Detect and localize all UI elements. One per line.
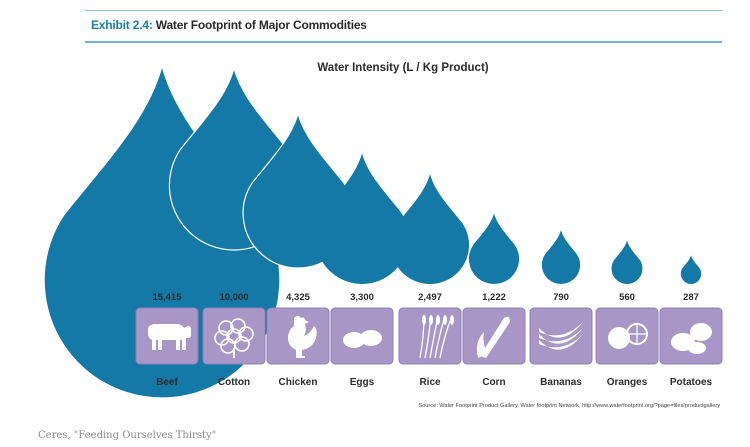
exhibit-title-bar: Exhibit 2.4: Water Footprint of Major Co…	[85, 10, 722, 43]
tile-potatoes	[659, 307, 723, 365]
corn-cob-icon	[476, 316, 510, 358]
category-label-beef: Beef	[156, 377, 178, 388]
cow-icon	[148, 324, 191, 350]
tile-chicken	[266, 307, 330, 365]
value-label-bananas: 790	[553, 292, 569, 303]
category-label-eggs: Eggs	[350, 377, 375, 388]
eggs-icon	[343, 330, 382, 348]
value-label-beef: 15,415	[152, 292, 182, 303]
tile-bananas	[529, 307, 593, 365]
image-caption: Ceres, "Feeding Ourselves Thirsty"	[38, 430, 217, 441]
oranges-icon	[608, 323, 648, 349]
tile-eggs	[330, 307, 394, 365]
cotton-boll-icon	[214, 318, 254, 358]
drop-oranges	[611, 240, 643, 285]
drop-corn	[468, 213, 520, 284]
exhibit-label: Exhibit 2.4:	[91, 18, 153, 32]
category-label-chicken: Chicken	[279, 377, 318, 388]
value-label-rice: 2,497	[418, 292, 442, 303]
exhibit-title: Exhibit 2.4: Water Footprint of Major Co…	[91, 18, 367, 32]
category-label-rice: Rice	[419, 377, 441, 388]
drop-potatoes	[680, 255, 702, 285]
value-label-chicken: 4,325	[286, 292, 310, 303]
tile-oranges	[595, 307, 659, 365]
value-label-oranges: 560	[619, 292, 635, 303]
category-label-cotton: Cotton	[218, 377, 250, 388]
rice-stalk-icon	[419, 315, 454, 359]
category-label-oranges: Oranges	[607, 377, 648, 388]
bananas-icon	[539, 322, 583, 350]
chart-title: Water Intensity (L / Kg Product)	[317, 62, 488, 74]
exhibit-title-text: Water Footprint of Major Commodities	[155, 18, 367, 32]
tile-rice	[398, 307, 462, 365]
tile-corn	[462, 307, 526, 365]
drop-bananas	[541, 230, 581, 284]
category-label-potatoes: Potatoes	[670, 377, 713, 388]
value-label-potatoes: 287	[683, 292, 699, 303]
rooster-icon	[288, 316, 317, 358]
value-label-cotton: 10,000	[219, 292, 248, 303]
category-labels: Beef Cotton Chicken Eggs Rice Corn Bananas Oran…	[156, 377, 712, 388]
tile-beef	[135, 307, 199, 365]
icon-tiles	[135, 307, 723, 365]
category-label-bananas: Bananas	[540, 377, 582, 388]
potatoes-icon	[671, 323, 712, 354]
value-label-eggs: 3,300	[350, 292, 374, 303]
value-labels: 15,415 10,000 4,325 3,300 2,497 1,222 790 560 28…	[152, 292, 698, 303]
drop-rice	[390, 174, 470, 285]
drop-eggs	[315, 153, 409, 285]
value-label-corn: 1,222	[482, 292, 506, 303]
tile-cotton	[202, 307, 266, 365]
chart-source-note: Source: Water Footprint Product Gallery,…	[418, 403, 720, 409]
category-label-corn: Corn	[482, 377, 505, 388]
tile-background	[202, 307, 266, 365]
